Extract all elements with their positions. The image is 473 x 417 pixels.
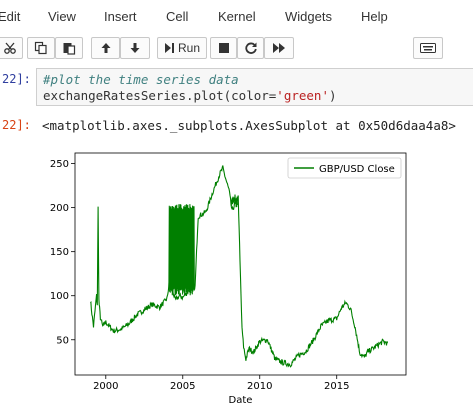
move-up-button[interactable] — [91, 37, 120, 59]
paste-icon — [62, 41, 76, 55]
menu-kernel[interactable]: Kernel — [218, 9, 256, 24]
arrow-down-icon — [128, 41, 142, 55]
x-axis-label: Date — [229, 395, 253, 406]
y-tick-label: 100 — [50, 291, 69, 302]
x-tick-label: 2000 — [93, 381, 118, 392]
arrow-up-icon — [99, 41, 113, 55]
menu-edit[interactable]: Edit — [0, 9, 21, 24]
code-cell-input[interactable]: #plot the time series data exchangeRates… — [36, 68, 473, 106]
step-forward-icon — [164, 42, 175, 54]
series-line — [90, 165, 389, 368]
command-palette-button[interactable] — [413, 37, 443, 59]
y-tick-label: 200 — [50, 203, 69, 214]
run-button[interactable]: Run — [157, 37, 207, 59]
copy-button[interactable] — [27, 37, 55, 59]
x-tick-label: 2015 — [324, 381, 349, 392]
input-prompt: 22]: — [2, 72, 31, 86]
code-line: exchangeRatesSeries.plot(color='green') — [43, 88, 473, 104]
menu-cell[interactable]: Cell — [166, 9, 189, 24]
stop-icon — [218, 42, 230, 54]
restart-icon — [244, 41, 258, 55]
scissors-icon — [3, 41, 17, 55]
x-tick-label: 2005 — [170, 381, 195, 392]
run-all-button[interactable] — [264, 37, 294, 59]
output-prompt: 22]: — [2, 118, 31, 132]
run-label: Run — [177, 41, 200, 55]
x-tick-label: 2010 — [247, 381, 272, 392]
y-tick-label: 150 — [50, 247, 69, 258]
interrupt-button[interactable] — [210, 37, 237, 59]
code-comment: #plot the time series data — [43, 72, 239, 87]
line-chart: 2000 2005 2010 2015 50 100 150 200 250 Date GBP/… — [50, 152, 407, 406]
output-text: <matplotlib.axes._subplots.AxesSubplot a… — [42, 118, 456, 133]
code-call: exchangeRatesSeries.plot(color= — [43, 88, 277, 103]
menu-view[interactable]: View — [48, 9, 76, 24]
menu-help[interactable]: Help — [361, 9, 388, 24]
legend-label: GBP/USD Close — [319, 164, 395, 175]
legend: GBP/USD Close — [287, 157, 402, 179]
code-string: 'green' — [276, 88, 329, 103]
series-spike-band — [230, 194, 238, 208]
menu-insert[interactable]: Insert — [104, 9, 137, 24]
axes-frame — [74, 152, 407, 376]
menu-bar: Edit View Insert Cell Kernel Widgets Hel… — [0, 0, 473, 33]
copy-icon — [34, 41, 48, 55]
keyboard-icon — [420, 43, 436, 53]
toolbar: Run Code ▼ — [0, 35, 473, 94]
legend-box — [287, 157, 402, 179]
series-spike-band — [168, 204, 195, 296]
y-tick-label: 50 — [56, 335, 69, 346]
move-down-button[interactable] — [120, 37, 150, 59]
restart-button[interactable] — [237, 37, 264, 59]
cut-button[interactable] — [0, 37, 23, 59]
paste-button[interactable] — [55, 37, 83, 59]
fast-forward-icon — [272, 42, 286, 54]
code-close: ) — [328, 88, 337, 103]
y-tick-label: 250 — [50, 159, 69, 170]
menu-widgets[interactable]: Widgets — [285, 9, 332, 24]
